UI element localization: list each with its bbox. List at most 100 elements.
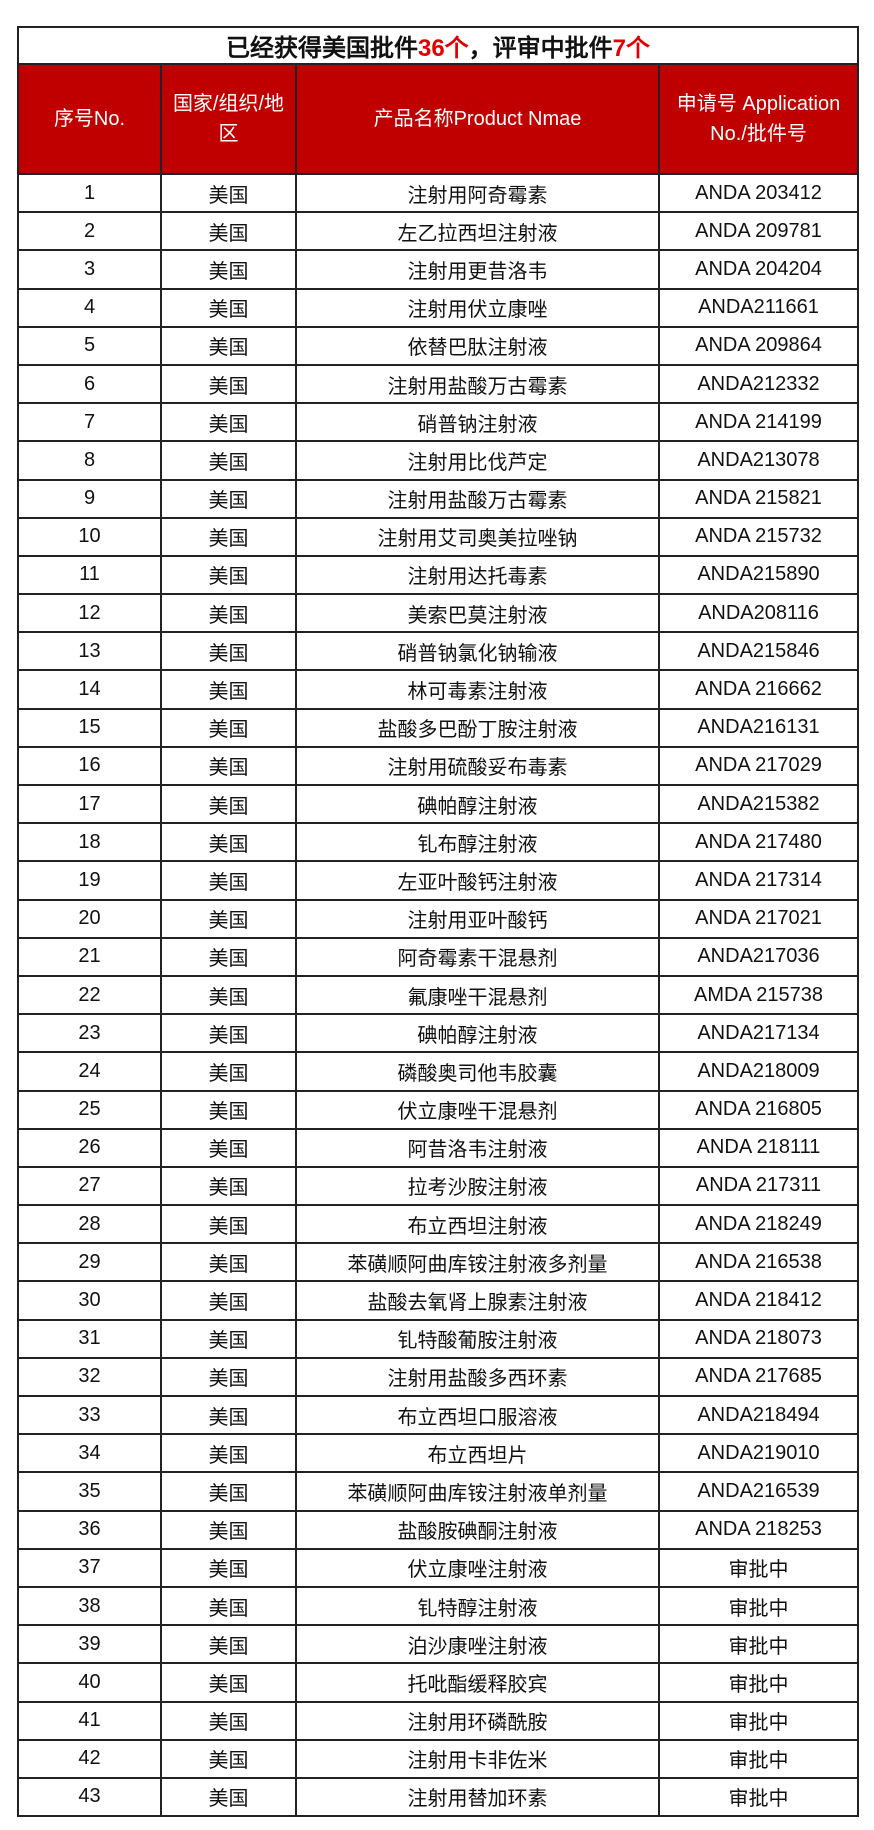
cell-country: 美国 [160,1356,297,1398]
table-row: 21 美国 阿奇霉素干混悬剂 ANDA217036 [17,936,859,977]
cell-country: 美国 [160,1700,297,1741]
header-product: 产品名称Product Nmae [295,63,660,175]
cell-product: 左亚叶酸钙注射液 [295,860,660,901]
cell-country: 美国 [160,325,297,366]
cell-country: 美国 [160,478,297,519]
title-text-2: ，评审中批件 [468,35,613,62]
cell-no: 10 [17,516,162,557]
cell-application: ANDA 216538 [658,1242,859,1283]
cell-country: 美国 [160,745,297,787]
table-row: 27 美国 拉考沙胺注射液 ANDA 217311 [17,1165,859,1207]
cell-country: 美国 [160,1547,297,1588]
cell-product: 注射用盐酸万古霉素 [295,363,660,405]
title-text: 已经获得美国批件 [225,35,418,62]
cell-product: 美索巴莫注射液 [295,593,660,634]
table-row: 11 美国 注射用达托毒素 ANDA215890 [17,554,859,596]
cell-no: 11 [17,554,162,596]
cell-application: ANDA216131 [658,707,859,748]
cell-application: 审批中 [658,1585,859,1627]
cell-product: 磷酸奥司他韦胶囊 [295,1051,660,1092]
cell-application: AMDA 215738 [658,974,859,1016]
cell-application: 审批中 [658,1776,859,1818]
cell-application: ANDA217134 [658,1013,859,1054]
cell-no: 14 [17,669,162,710]
cell-country: 美国 [160,1013,297,1054]
cell-application: ANDA 217314 [658,860,859,901]
cell-no: 12 [17,593,162,634]
approval-table: 已经获得美国批件36个，评审中批件7个 序号No. 国家/组织/地区 产品名称P… [17,26,859,1818]
cell-country: 美国 [160,593,297,634]
header-country: 国家/组织/地区 [160,63,297,175]
table-row: 17 美国 碘帕醇注射液 ANDA215382 [17,783,859,825]
cell-application: ANDA215846 [658,631,859,672]
table-row: 30 美国 盐酸去氧肾上腺素注射液 ANDA 218412 [17,1280,859,1321]
table-row: 41 美国 注射用环磷酰胺 审批中 [17,1700,859,1741]
cell-country: 美国 [160,172,297,214]
cell-application: ANDA218009 [658,1051,859,1092]
table-row: 15 美国 盐酸多巴酚丁胺注射液 ANDA216131 [17,707,859,748]
table-row: 9 美国 注射用盐酸万古霉素 ANDA 215821 [17,478,859,519]
table-title: 已经获得美国批件36个，评审中批件7个 [17,26,859,65]
header-no: 序号No. [17,63,162,175]
cell-application: ANDA218494 [658,1394,859,1436]
cell-no: 7 [17,402,162,443]
cell-product: 依替巴肽注射液 [295,325,660,366]
cell-application: ANDA217036 [658,936,859,977]
table-row: 38 美国 钆特醇注射液 审批中 [17,1585,859,1627]
cell-application: ANDA 218249 [658,1204,859,1245]
table-row: 12 美国 美索巴莫注射液 ANDA208116 [17,593,859,634]
cell-application: ANDA211661 [658,287,859,328]
cell-product: 布立西坦口服溶液 [295,1394,660,1436]
cell-product: 硝普钠注射液 [295,402,660,443]
table-row: 37 美国 伏立康唑注射液 审批中 [17,1547,859,1588]
header-row: 序号No. 国家/组织/地区 产品名称Product Nmae 申请号 Appl… [17,63,859,175]
cell-no: 38 [17,1585,162,1627]
cell-product: 注射用环磷酰胺 [295,1700,660,1741]
cell-product: 碘帕醇注射液 [295,1013,660,1054]
cell-country: 美国 [160,631,297,672]
cell-no: 39 [17,1624,162,1665]
cell-no: 22 [17,974,162,1016]
cell-country: 美国 [160,1738,297,1779]
table-row: 29 美国 苯磺顺阿曲库铵注射液多剂量 ANDA 216538 [17,1242,859,1283]
cell-product: 钆特醇注射液 [295,1585,660,1627]
cell-product: 托吡酯缓释胶宾 [295,1662,660,1703]
cell-product: 苯磺顺阿曲库铵注射液单剂量 [295,1471,660,1512]
cell-country: 美国 [160,363,297,405]
cell-no: 17 [17,783,162,825]
table-row: 13 美国 硝普钠氯化钠输液 ANDA215846 [17,631,859,672]
cell-application: ANDA 216662 [658,669,859,710]
cell-country: 美国 [160,440,297,481]
cell-country: 美国 [160,1624,297,1665]
cell-product: 硝普钠氯化钠输液 [295,631,660,672]
cell-no: 16 [17,745,162,787]
cell-no: 31 [17,1318,162,1359]
cell-product: 盐酸多巴酚丁胺注射液 [295,707,660,748]
cell-country: 美国 [160,249,297,290]
cell-no: 6 [17,363,162,405]
approved-count: 36个 [417,35,469,62]
table-row: 18 美国 钆布醇注射液 ANDA 217480 [17,822,859,863]
cell-no: 29 [17,1242,162,1283]
cell-country: 美国 [160,898,297,939]
table-row: 31 美国 钆特酸葡胺注射液 ANDA 218073 [17,1318,859,1359]
table-row: 36 美国 盐酸胺碘酮注射液 ANDA 218253 [17,1509,859,1550]
cell-no: 34 [17,1433,162,1474]
table-row: 43 美国 注射用替加环素 审批中 [17,1776,859,1818]
cell-no: 23 [17,1013,162,1054]
table-row: 20 美国 注射用亚叶酸钙 ANDA 217021 [17,898,859,939]
table-row: 32 美国 注射用盐酸多西环素 ANDA 217685 [17,1356,859,1398]
cell-application: ANDA208116 [658,593,859,634]
cell-no: 40 [17,1662,162,1703]
table-row: 22 美国 氟康唑干混悬剂 AMDA 215738 [17,974,859,1016]
cell-country: 美国 [160,1471,297,1512]
cell-product: 阿昔洛韦注射液 [295,1127,660,1168]
cell-country: 美国 [160,822,297,863]
cell-country: 美国 [160,1280,297,1321]
cell-application: ANDA 217311 [658,1165,859,1207]
cell-country: 美国 [160,1509,297,1550]
cell-product: 钆布醇注射液 [295,822,660,863]
cell-country: 美国 [160,1318,297,1359]
cell-product: 泊沙康唑注射液 [295,1624,660,1665]
cell-application: ANDA 218111 [658,1127,859,1168]
